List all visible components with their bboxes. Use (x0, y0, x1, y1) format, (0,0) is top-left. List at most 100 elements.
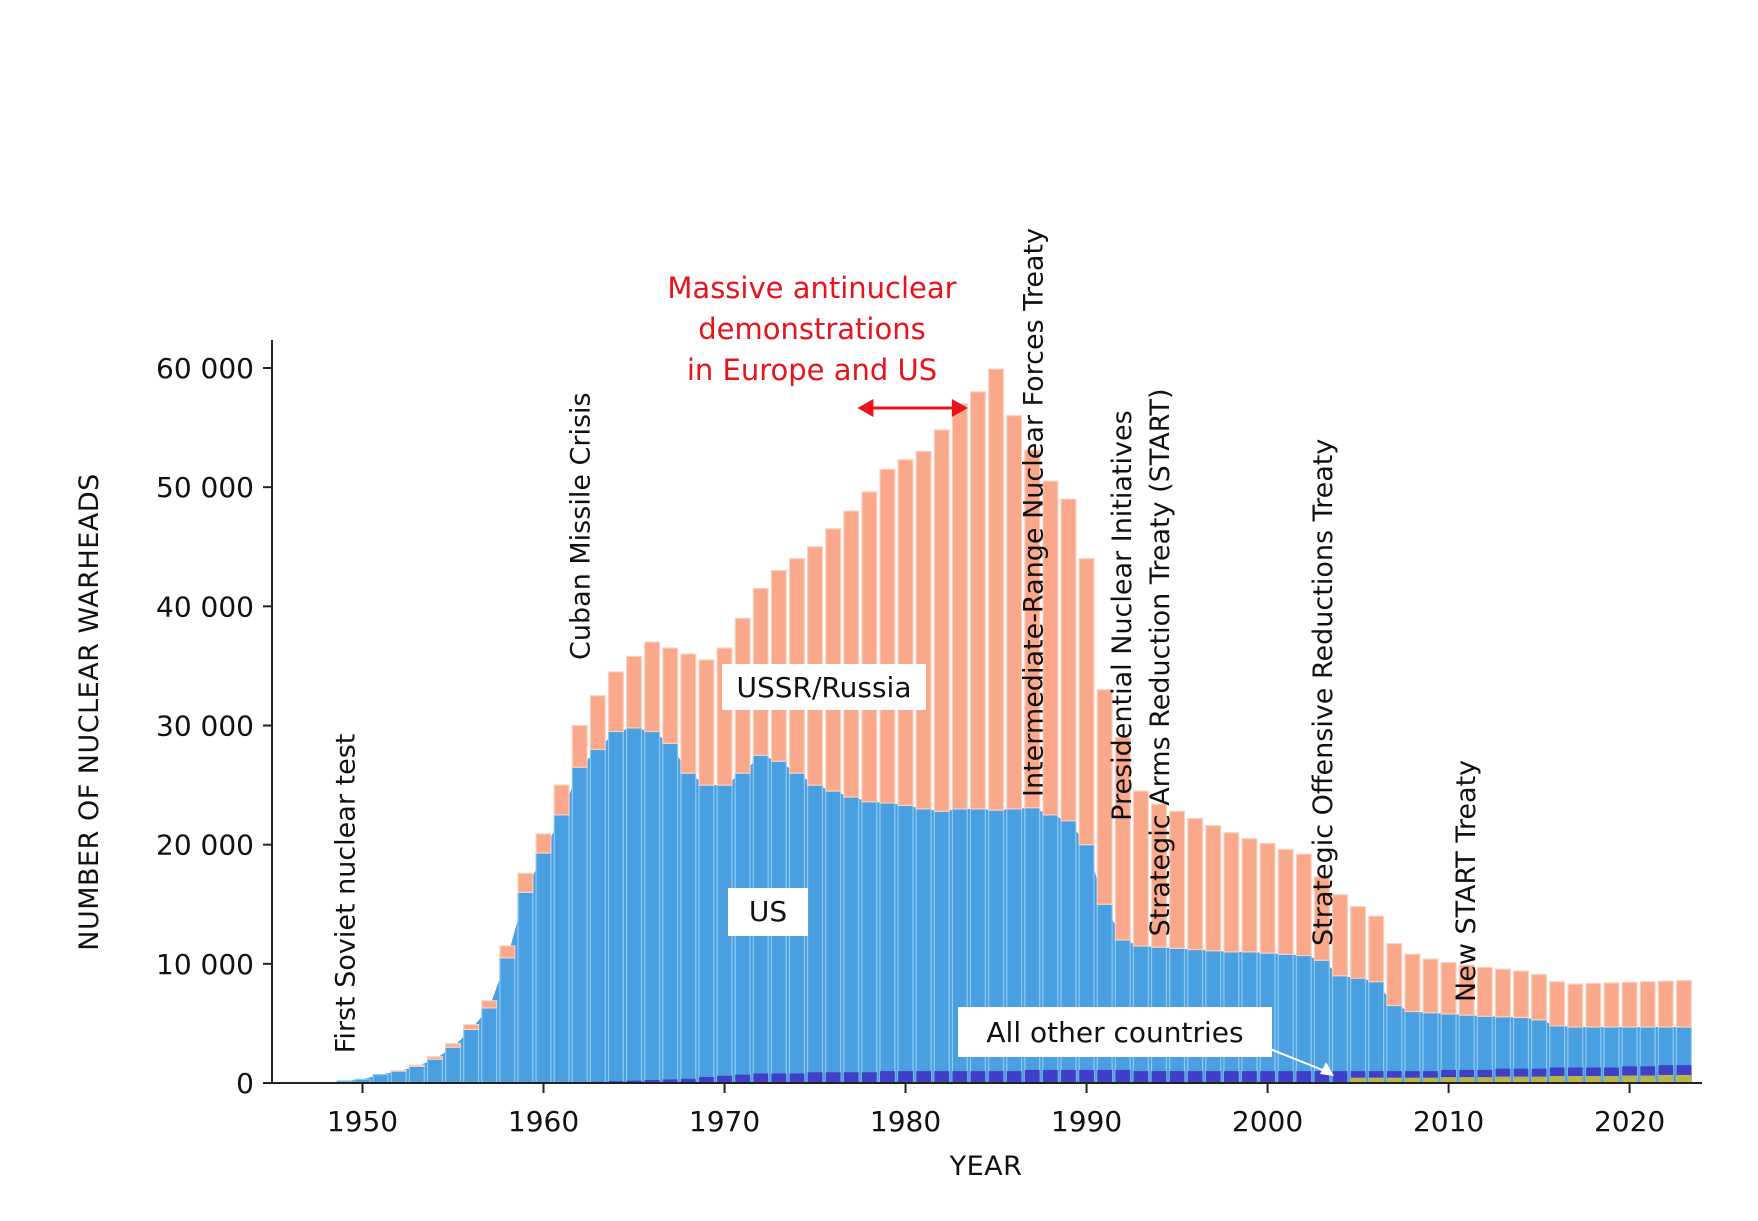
bar-ussr (1657, 980, 1674, 1028)
bar-ussr (1585, 982, 1602, 1028)
bar-us (861, 801, 878, 1084)
bar-other-secondary (1622, 1075, 1638, 1083)
bars-layer (336, 368, 1692, 1084)
bar-other (644, 1080, 660, 1083)
bar-other (699, 1077, 714, 1083)
bar-ussr (1187, 817, 1204, 951)
x-axis-title: YEAR (949, 1151, 1023, 1182)
bar-us (897, 804, 914, 1084)
bar-other-secondary (1513, 1076, 1529, 1083)
year-bar-group (1078, 558, 1095, 1084)
y-tick-label: 10 000 (156, 948, 254, 981)
bar-ussr (1169, 810, 1186, 949)
bar-ussr (1440, 962, 1457, 1015)
event-cuban: Cuban Missile Crisis (566, 392, 597, 660)
bar-ussr (1458, 964, 1475, 1016)
other-label-pointer (1259, 1044, 1331, 1074)
demonstrations-line-1: Massive antinuclear (667, 271, 956, 305)
bar-other (1423, 1071, 1438, 1083)
bar-us (426, 1058, 443, 1084)
year-bar-group (879, 468, 896, 1084)
bar-ussr (988, 368, 1005, 811)
bar-ussr (1006, 415, 1023, 810)
bar-other-secondary (1477, 1077, 1493, 1083)
year-bar-group (807, 546, 824, 1084)
bar-ussr (698, 659, 715, 786)
y-tick-label: 30 000 (156, 710, 254, 743)
bar-other (934, 1071, 950, 1083)
bar-other (1404, 1071, 1420, 1083)
bar-other (789, 1073, 805, 1083)
bar-ussr (1205, 824, 1222, 952)
bar-ussr (1512, 970, 1530, 1019)
x-tick-label: 2000 (1232, 1105, 1303, 1138)
bar-ussr (969, 391, 986, 810)
y-ticks-layer: 0 10 000 20 000 30 000 40 000 50 000 60 000 (156, 352, 272, 1100)
bar-ussr (1639, 981, 1656, 1028)
year-bar-group (607, 671, 624, 1084)
bar-ussr (1331, 894, 1348, 977)
bar-ussr (897, 459, 914, 806)
bar-ussr (933, 429, 950, 812)
bar-us (390, 1070, 407, 1084)
bar-other-secondary (1658, 1074, 1674, 1083)
year-bar-group (788, 558, 805, 1084)
bar-ussr (1277, 848, 1294, 955)
us-label-box: US (728, 888, 808, 936)
bar-ussr (1368, 915, 1385, 983)
year-bar-group (843, 510, 860, 1084)
bar-other-secondary (1531, 1076, 1547, 1083)
bar-ussr (444, 1043, 462, 1048)
year-bar-group (1422, 958, 1439, 1084)
axes-layer (271, 340, 1702, 1084)
bar-other-secondary (1459, 1077, 1475, 1083)
year-bar-group (1313, 876, 1330, 1084)
x-tick-label: 2010 (1413, 1105, 1484, 1138)
bar-other (1187, 1071, 1203, 1083)
bar-other (1205, 1071, 1221, 1083)
bar-other-secondary (1495, 1076, 1511, 1083)
bar-ussr (1422, 958, 1439, 1014)
bar-other (717, 1075, 732, 1083)
bar-us (879, 802, 896, 1084)
bar-other (1260, 1071, 1275, 1083)
bar-us (933, 810, 950, 1084)
bar-other (1133, 1071, 1149, 1083)
bar-ussr (499, 945, 516, 959)
bar-ussr (915, 450, 932, 810)
bar-ussr (1476, 966, 1493, 1017)
bar-ussr (644, 641, 661, 733)
bar-other (843, 1072, 859, 1083)
event-pni: Presidential Nuclear Initiatives (1107, 410, 1138, 821)
demonstrations-range-arrow (857, 399, 968, 417)
bar-other (771, 1073, 787, 1083)
bar-ussr (626, 655, 643, 729)
bar-ussr (607, 671, 624, 733)
bar-ussr (1042, 480, 1059, 816)
bar-us (1277, 953, 1294, 1084)
year-bar-group (1295, 853, 1312, 1084)
bar-us (1350, 977, 1367, 1084)
bar-ussr (1132, 790, 1149, 947)
year-bar-group (861, 491, 878, 1084)
year-bar-group (1494, 968, 1511, 1084)
bar-us (825, 790, 842, 1084)
year-bar-group (372, 1074, 389, 1084)
year-bar-group (1512, 970, 1530, 1084)
bar-ussr (1078, 558, 1095, 846)
bar-other (1079, 1069, 1094, 1083)
bar-ussr (879, 468, 896, 804)
bar-us (626, 727, 643, 1084)
bar-ussr (1259, 842, 1276, 954)
x-tick-label: 1950 (327, 1105, 398, 1138)
bar-ussr (553, 784, 570, 816)
year-bar-group (589, 695, 606, 1084)
x-tick-label: 1980 (870, 1105, 941, 1138)
bar-ussr (1223, 832, 1240, 953)
year-bar-group (1657, 980, 1674, 1084)
bar-other-secondary (1386, 1077, 1402, 1083)
bar-other-secondary (1640, 1075, 1656, 1083)
bar-ussr (1621, 981, 1638, 1028)
us-label: US (749, 895, 787, 928)
